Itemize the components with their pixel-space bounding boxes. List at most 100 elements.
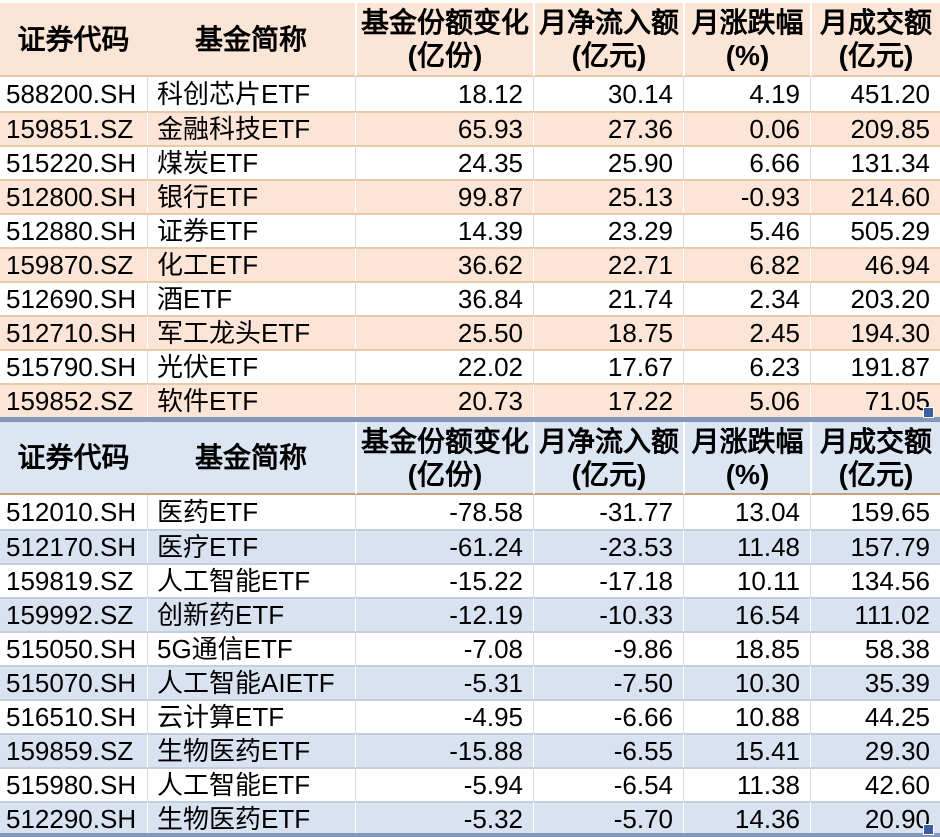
header-cell-turnover[interactable]: 月成交额 (亿元)	[810, 3, 940, 77]
cell-code[interactable]: 512880.SH	[0, 213, 147, 247]
cell-share-change[interactable]: -15.88	[355, 733, 533, 767]
cell-code[interactable]: 515050.SH	[0, 631, 147, 665]
cell-fund-name[interactable]: 军工龙头ETF	[147, 315, 355, 349]
header-cell-code[interactable]: 证券代码	[0, 422, 147, 495]
cell-code[interactable]: 512800.SH	[0, 179, 147, 213]
cell-net-inflow[interactable]: 25.13	[533, 179, 683, 213]
cell-net-inflow[interactable]: -6.55	[533, 733, 683, 767]
header-cell-fund-name[interactable]: 基金简称	[147, 422, 355, 495]
cell-turnover[interactable]: 46.94	[810, 247, 940, 281]
cell-share-change[interactable]: 22.02	[355, 349, 533, 383]
cell-fund-name[interactable]: 证券ETF	[147, 213, 355, 247]
cell-share-change[interactable]: 36.84	[355, 281, 533, 315]
cell-pct-change[interactable]: 13.04	[683, 495, 810, 529]
header-cell-turnover[interactable]: 月成交额 (亿元)	[810, 422, 940, 495]
cell-code[interactable]: 159870.SZ	[0, 247, 147, 281]
cell-net-inflow[interactable]: 17.67	[533, 349, 683, 383]
cell-pct-change[interactable]: 15.41	[683, 733, 810, 767]
cell-code[interactable]: 515070.SH	[0, 665, 147, 699]
header-cell-net-inflow[interactable]: 月净流入额 (亿元)	[533, 3, 683, 77]
cell-net-inflow[interactable]: 30.14	[533, 77, 683, 111]
cell-net-inflow[interactable]: -31.77	[533, 495, 683, 529]
cell-code[interactable]: 588200.SH	[6, 79, 137, 109]
cell-turnover[interactable]: 505.29	[810, 213, 940, 247]
cell-fund-name[interactable]: 人工智能ETF	[147, 767, 355, 801]
cell-code[interactable]: 515790.SH	[0, 349, 147, 383]
cell-code[interactable]: 512170.SH	[0, 529, 147, 563]
cell-code[interactable]: 512290.SH	[0, 801, 147, 835]
cell-fund-name[interactable]: 银行ETF	[147, 179, 355, 213]
cell-pct-change[interactable]: 6.82	[683, 247, 810, 281]
cell-pct-change[interactable]: 10.30	[683, 665, 810, 699]
cell-net-inflow[interactable]: 23.29	[533, 213, 683, 247]
cell-share-change[interactable]: -5.31	[355, 665, 533, 699]
cell-net-inflow[interactable]: 22.71	[533, 247, 683, 281]
cell-turnover[interactable]: 451.20	[810, 77, 940, 111]
cell-fund-name[interactable]: 人工智能ETF	[147, 563, 355, 597]
cell-share-change[interactable]: 14.39	[355, 213, 533, 247]
cell-share-change[interactable]: -4.95	[355, 699, 533, 733]
cell-pct-change[interactable]: 6.66	[683, 145, 810, 179]
cell-pct-change[interactable]: 11.38	[683, 767, 810, 801]
cell-net-inflow[interactable]: 21.74	[533, 281, 683, 315]
cell-turnover[interactable]: 29.30	[810, 733, 940, 767]
cell-fund-name[interactable]: 科创芯片ETF	[147, 77, 355, 111]
header-cell-share-change[interactable]: 基金份额变化 (亿份)	[355, 3, 533, 77]
cell-share-change[interactable]: -12.19	[355, 597, 533, 631]
cell-fund-name[interactable]: 生物医药ETF	[147, 733, 355, 767]
cell-net-inflow[interactable]: 18.75	[533, 315, 683, 349]
cell-net-inflow[interactable]: -5.70	[533, 801, 683, 835]
cell-net-inflow[interactable]: -17.18	[533, 563, 683, 597]
cell-pct-change[interactable]: 18.85	[683, 631, 810, 665]
cell-pct-change[interactable]: 11.48	[683, 529, 810, 563]
cell-turnover[interactable]: 20.90	[810, 801, 940, 835]
cell-fund-name[interactable]: 5G通信ETF	[147, 631, 355, 665]
cell-code[interactable]: 159852.SZ	[0, 383, 147, 417]
header-cell-code[interactable]: 证券代码	[0, 3, 147, 77]
cell-turnover[interactable]: 58.38	[810, 631, 940, 665]
cell-turnover[interactable]: 71.05	[810, 383, 940, 417]
cell-code[interactable]: 159851.SZ	[0, 111, 147, 145]
cell-code[interactable]: 515220.SH	[0, 145, 147, 179]
cell-net-inflow[interactable]: -9.86	[533, 631, 683, 665]
cell-share-change[interactable]: -7.08	[355, 631, 533, 665]
cell-share-change[interactable]: -5.32	[355, 801, 533, 835]
cell-fund-name[interactable]: 软件ETF	[147, 383, 355, 417]
cell-share-change[interactable]: -15.22	[355, 563, 533, 597]
cell-net-inflow[interactable]: -6.66	[533, 699, 683, 733]
cell-share-change[interactable]: -78.58	[355, 495, 533, 529]
cell-turnover[interactable]: 209.85	[810, 111, 940, 145]
cell-fund-name[interactable]: 光伏ETF	[147, 349, 355, 383]
cell-turnover[interactable]: 191.87	[810, 349, 940, 383]
header-cell-pct-change[interactable]: 月涨跌幅 (%)	[683, 3, 810, 77]
cell-code[interactable]: 516510.SH	[0, 699, 147, 733]
cell-share-change[interactable]: 20.73	[355, 383, 533, 417]
cell-net-inflow[interactable]: 17.22	[533, 383, 683, 417]
cell-fund-name[interactable]: 创新药ETF	[147, 597, 355, 631]
cell-fund-name[interactable]: 生物医药ETF	[147, 801, 355, 835]
cell-fund-name[interactable]: 医药ETF	[147, 495, 355, 529]
header-cell-fund-name[interactable]: 基金简称	[147, 3, 355, 77]
cell-pct-change[interactable]: 0.06	[683, 111, 810, 145]
cell-code[interactable]: 159859.SZ	[0, 733, 147, 767]
cell-code[interactable]: 512010.SH	[6, 497, 137, 527]
cell-code[interactable]: 512710.SH	[0, 315, 147, 349]
header-cell-pct-change[interactable]: 月涨跌幅 (%)	[683, 422, 810, 495]
cell-turnover[interactable]: 214.60	[810, 179, 940, 213]
cell-net-inflow[interactable]: -23.53	[533, 529, 683, 563]
cell-turnover[interactable]: 157.79	[810, 529, 940, 563]
cell-pct-change[interactable]: 14.36	[683, 801, 810, 835]
cell-net-inflow[interactable]: 25.90	[533, 145, 683, 179]
fill-handle-icon[interactable]	[923, 407, 934, 418]
cell-pct-change[interactable]: 5.06	[683, 383, 810, 417]
header-cell-share-change[interactable]: 基金份额变化 (亿份)	[355, 422, 533, 495]
cell-fund-name[interactable]: 金融科技ETF	[147, 111, 355, 145]
header-cell-net-inflow[interactable]: 月净流入额 (亿元)	[533, 422, 683, 495]
cell-turnover[interactable]: 159.65	[810, 495, 940, 529]
cell-pct-change[interactable]: 5.46	[683, 213, 810, 247]
cell-pct-change[interactable]: -0.93	[683, 179, 810, 213]
cell-pct-change[interactable]: 16.54	[683, 597, 810, 631]
cell-pct-change[interactable]: 4.19	[683, 77, 810, 111]
cell-share-change[interactable]: 18.12	[355, 77, 533, 111]
cell-fund-name[interactable]: 化工ETF	[147, 247, 355, 281]
